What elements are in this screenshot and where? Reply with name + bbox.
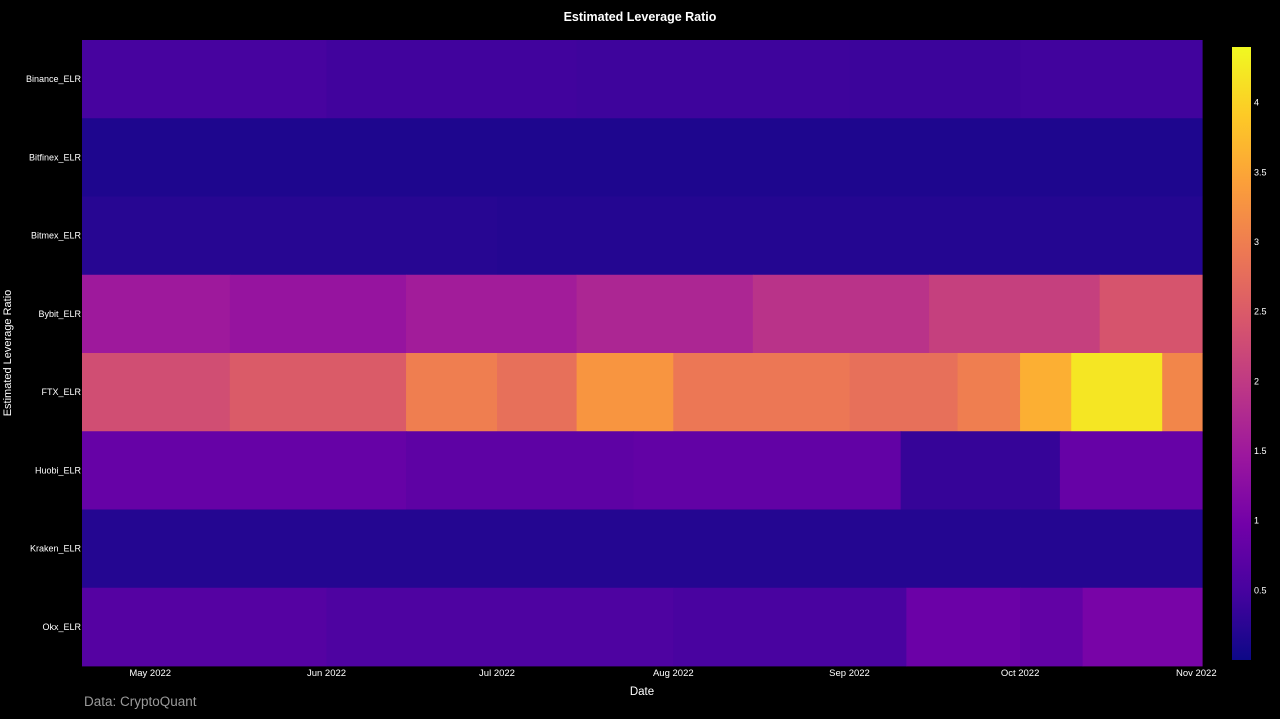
colorbar-tick-label: 1 (1254, 516, 1259, 526)
colorbar-tick-label: 4 (1254, 98, 1259, 108)
heatmap-cell (406, 353, 498, 432)
heatmap-cell (576, 40, 851, 119)
x-tick-label: Nov 2022 (1176, 668, 1217, 679)
heatmap-cell (906, 587, 1021, 667)
heatmap-cell (849, 40, 1021, 119)
x-tick-label: Oct 2022 (1001, 668, 1040, 679)
y-tick-label: Huobi_ELR (35, 465, 82, 475)
colorbar-tick-label: 2.5 (1254, 307, 1267, 317)
y-tick-label: Bitmex_ELR (31, 231, 82, 241)
y-tick-label: Kraken_ELR (30, 544, 82, 554)
data-source-note: Data: CryptoQuant (84, 694, 197, 709)
heatmap-cell (229, 353, 407, 432)
heatmap-cell (1071, 353, 1163, 432)
heatmap-cell (929, 274, 1101, 354)
heatmap-cell (406, 431, 635, 510)
heatmap-cell (82, 40, 328, 119)
heatmap-cell (576, 274, 754, 354)
heatmap-cell (82, 274, 231, 354)
heatmap-cell (497, 196, 1203, 276)
chart-title: Estimated Leverage Ratio (563, 10, 717, 24)
heatmap-cell (82, 587, 328, 667)
colorbar-tick-label: 3.5 (1254, 167, 1267, 177)
x-tick-label: Jun 2022 (307, 668, 346, 679)
heatmap-cell (849, 353, 959, 432)
x-tick-label: Aug 2022 (653, 668, 694, 679)
y-tick-label: Okx_ELR (42, 622, 81, 632)
heatmap-cell (326, 587, 674, 667)
heatmap-cell (406, 274, 578, 354)
heatmap-cell (673, 587, 907, 667)
y-tick-label: Bybit_ELR (38, 309, 81, 319)
y-tick-label: Bitfinex_ELR (29, 152, 82, 162)
heatmap-cell (1020, 40, 1203, 119)
heatmap-cell (82, 196, 498, 276)
colorbar (1232, 47, 1251, 660)
x-tick-label: Sep 2022 (829, 668, 870, 679)
y-axis-title: Estimated Leverage Ratio (2, 290, 14, 417)
heatmap-cell (82, 118, 1203, 197)
x-tick-label: Jul 2022 (479, 668, 515, 679)
colorbar-tick-label: 0.5 (1254, 585, 1267, 595)
x-tick-label: May 2022 (129, 668, 171, 679)
heatmap-cell (82, 353, 231, 432)
heatmap-cell (326, 40, 578, 119)
y-tick-label: FTX_ELR (41, 387, 81, 397)
heatmap-cell (900, 431, 1061, 510)
heatmap-cell (497, 353, 578, 432)
heatmap-cell (576, 353, 674, 432)
heatmap-cell (82, 431, 407, 510)
heatmap-cell (229, 274, 407, 354)
colorbar-tick-label: 1.5 (1254, 446, 1267, 456)
heatmap-cell (1020, 353, 1072, 432)
heatmap-cell (1082, 587, 1203, 667)
heatmap-cell (1099, 274, 1203, 354)
y-tick-label: Binance_ELR (26, 74, 82, 84)
colorbar-tick-label: 2 (1254, 376, 1259, 386)
x-axis-title: Date (630, 686, 654, 698)
heatmap-cell (1059, 431, 1203, 510)
heatmap-cell (1020, 587, 1084, 667)
heatmap-cell (1162, 353, 1203, 432)
heatmap-cell (752, 274, 930, 354)
heatmap-cell (633, 431, 902, 510)
colorbar-tick-label: 3 (1254, 237, 1259, 247)
heatmap-cell (957, 353, 1021, 432)
heatmap-cell (673, 353, 851, 432)
heatmap-cell (82, 509, 1203, 589)
